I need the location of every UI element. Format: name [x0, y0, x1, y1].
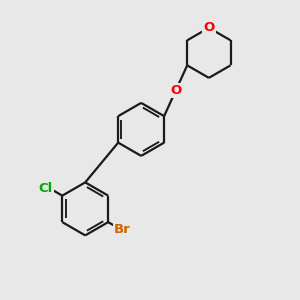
Text: Cl: Cl [39, 182, 53, 195]
Text: Br: Br [114, 223, 131, 236]
Text: O: O [203, 21, 214, 34]
Text: O: O [170, 84, 181, 97]
